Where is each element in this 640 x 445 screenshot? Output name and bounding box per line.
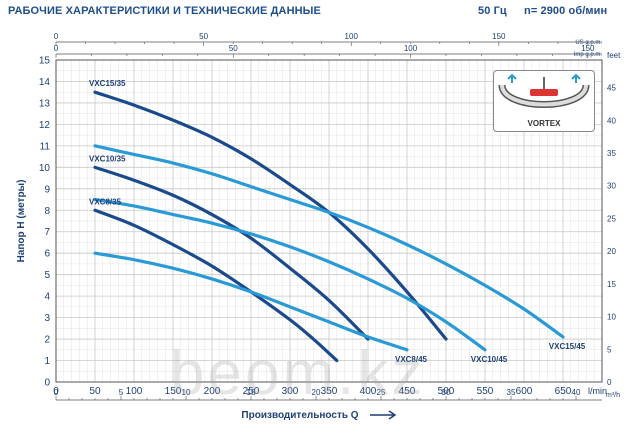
x-tick-label: 500: [438, 386, 455, 397]
feet-tick-label: 40: [607, 116, 616, 125]
x-tick-label: 300: [282, 386, 299, 397]
x-tick-label: 200: [204, 386, 221, 397]
series-line-VXC15/35: [93, 90, 448, 341]
feet-tick-label: 0: [607, 378, 612, 387]
y-tick-label: 6: [44, 249, 50, 260]
feet-tick-label: 20: [607, 247, 616, 256]
feet-tick-label: 10: [607, 313, 616, 322]
series-label-VXC10/45: VXC10/45: [471, 355, 508, 364]
y-tick-label: 10: [39, 163, 51, 174]
y-tick-label: 1: [44, 356, 50, 367]
y-tick-label: 5: [44, 270, 50, 281]
series-line-VXC8/45: [93, 251, 409, 352]
frequency-label: 50 Гц: [478, 5, 507, 17]
us-gpm-unit-label: US g.p.m.: [575, 40, 602, 46]
x-tick-label: 150: [165, 386, 182, 397]
feet-tick-label: 15: [607, 280, 616, 289]
m3h-tick-label: 0: [54, 388, 59, 397]
y-tick-label: 14: [39, 77, 51, 88]
x-tick-label: 600: [516, 386, 533, 397]
us-gpm-tick-label: 0: [54, 32, 59, 41]
us-gpm-tick-label: 100: [345, 32, 359, 41]
plot-frame: [55, 59, 603, 383]
feet-axis-label: feet: [607, 51, 621, 60]
feet-tick-label: 45: [607, 84, 616, 93]
x-tick-label: 400: [360, 386, 377, 397]
y-tick-label: 2: [44, 335, 50, 346]
y-tick-label: 4: [44, 292, 50, 303]
vortex-impeller-icon: [498, 73, 590, 108]
y-tick-label: 7: [44, 227, 50, 238]
feet-tick-label: 25: [607, 214, 616, 223]
series-line-VXC10/45: [93, 197, 487, 352]
feet-tick-label: 5: [607, 345, 612, 354]
m3h-tick-label: 25: [377, 388, 386, 397]
y-tick-label: 9: [44, 184, 50, 195]
series-label-VXC15/35: VXC15/35: [89, 79, 126, 88]
m3h-tick-label: 40: [572, 388, 581, 397]
m3h-tick-label: 15: [247, 388, 256, 397]
x-unit-label: l/min: [588, 386, 607, 396]
x-tick-label: 0: [53, 386, 59, 397]
m3h-tick-label: 35: [507, 388, 516, 397]
series-line-VXC15/45: [93, 144, 565, 339]
x-tick-label: 550: [477, 386, 494, 397]
series-line-VXC10/35: [93, 165, 370, 341]
x-tick-label: 450: [399, 386, 416, 397]
y-tick-label: 13: [39, 98, 51, 109]
us-gpm-tick-label: 50: [199, 32, 208, 41]
m3h-tick-label: 20: [312, 388, 321, 397]
feet-tick-label: 35: [607, 149, 616, 158]
y-tick-label: 12: [39, 120, 51, 131]
m3h-tick-label: 10: [182, 388, 191, 397]
vortex-label: VORTEX: [527, 119, 561, 128]
vortex-impeller-inset: VORTEX: [493, 70, 595, 132]
imp-gpm-tick-label: 100: [404, 44, 418, 53]
x-tick-label: 250: [243, 386, 260, 397]
y-tick-label: 15: [39, 56, 51, 67]
us-gpm-tick-label: 150: [492, 32, 506, 41]
x-axis-arrow: [370, 410, 397, 420]
x-axis-label: Производительность Q: [241, 410, 358, 421]
x-tick-label: 100: [126, 386, 143, 397]
series-label-VXC15/45: VXC15/45: [549, 342, 586, 351]
page-title: РАБОЧИЕ ХАРАКТЕРИСТИКИ И ТЕХНИЧЕСКИЕ ДАН…: [8, 5, 321, 17]
series-line-VXC8/35: [93, 208, 339, 363]
y-tick-label: 11: [40, 141, 51, 152]
speed-label: n= 2900 об/мин: [524, 5, 608, 17]
y-tick-label: 0: [44, 378, 50, 389]
y-axis-label: Напор H (метры): [16, 180, 27, 263]
series-label-VXC8/35: VXC8/35: [89, 197, 122, 206]
imp-gpm-tick-label: 0: [54, 44, 59, 53]
x-tick-label: 350: [321, 386, 338, 397]
series-group: [93, 90, 565, 363]
imp-gpm-tick-label: 150: [581, 44, 595, 53]
imp-gpm-tick-label: 50: [229, 44, 238, 53]
y-tick-label: 8: [44, 206, 50, 217]
m3h-tick-label: 30: [442, 388, 451, 397]
m3h-tick-label: 5: [119, 388, 124, 397]
imp-gpm-unit-label: Imp g.p.m.: [574, 52, 603, 58]
x-tick-label: 50: [89, 386, 101, 397]
y-tick-label: 3: [44, 313, 50, 324]
series-label-VXC8/45: VXC8/45: [395, 355, 428, 364]
series-label-VXC10/35: VXC10/35: [89, 154, 126, 163]
x-tick-label: 650: [555, 386, 572, 397]
m3h-unit-label: m³/h: [606, 392, 620, 399]
feet-tick-label: 30: [607, 182, 616, 191]
